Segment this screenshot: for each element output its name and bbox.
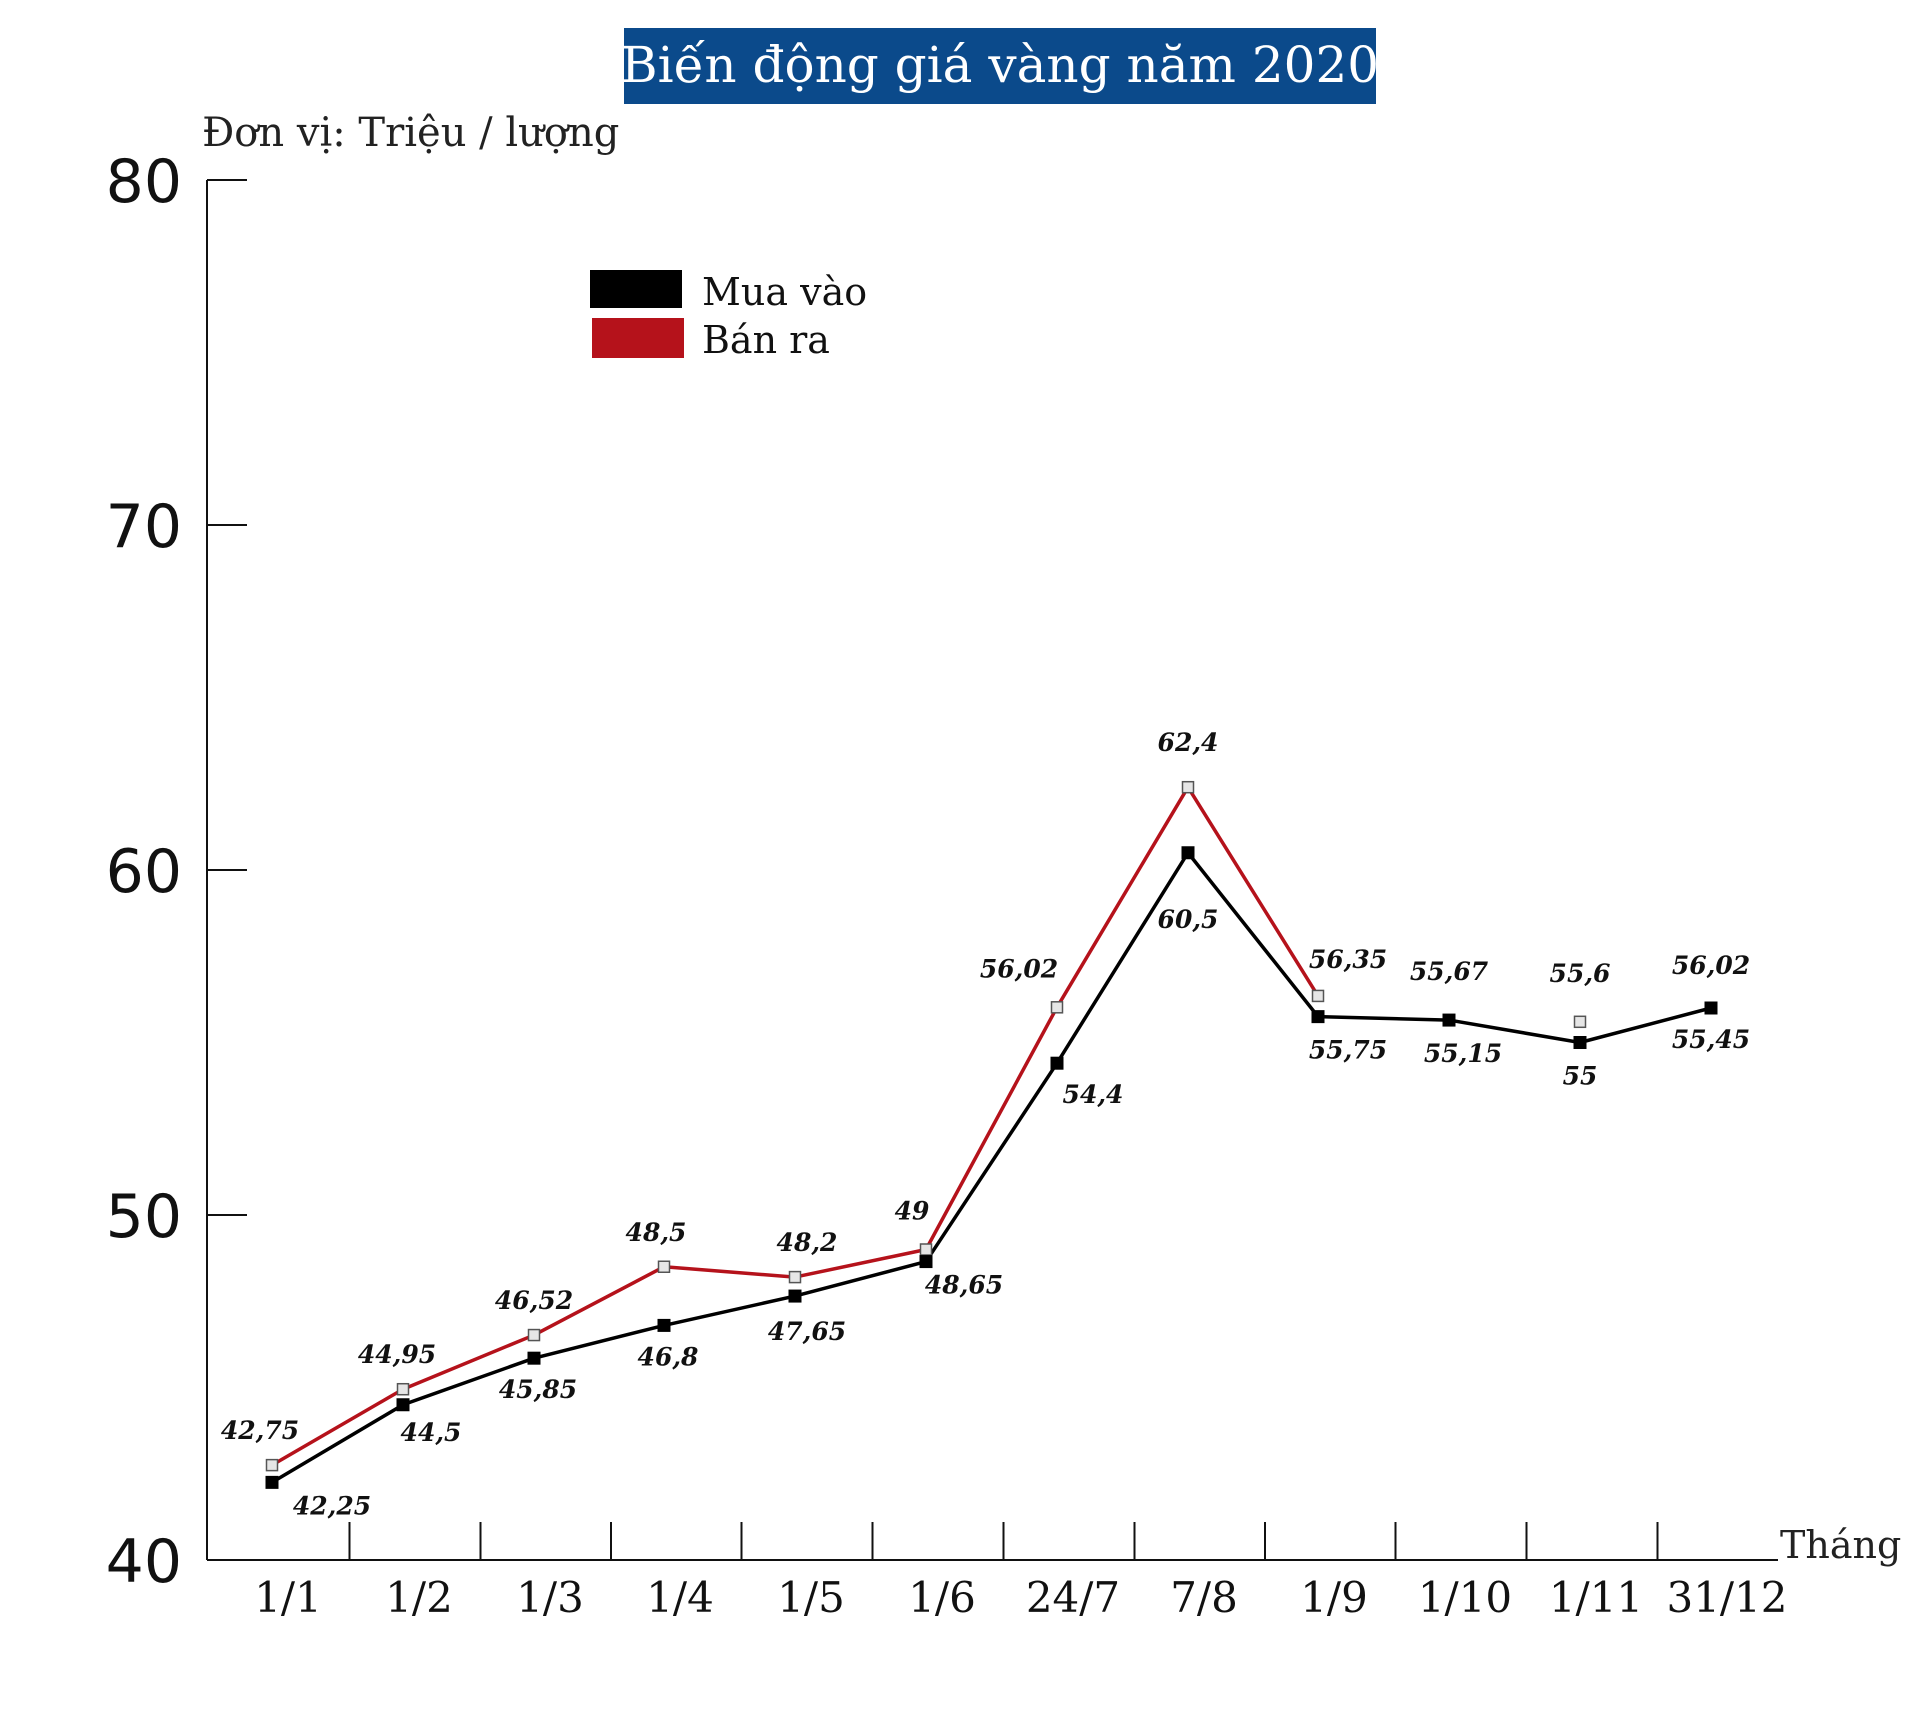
data-label-ban-ra: 44,95 bbox=[358, 1340, 436, 1369]
data-label-mua-vao: 46,8 bbox=[638, 1342, 699, 1371]
x-tick-label: 1/9 bbox=[1300, 1573, 1368, 1622]
data-label-mua-vao: 42,25 bbox=[293, 1491, 371, 1520]
x-tick-label: 1/3 bbox=[516, 1573, 584, 1622]
point-ban-ra bbox=[1311, 989, 1325, 1003]
y-ticks: 40 50 60 70 80 bbox=[106, 147, 247, 1597]
point-ban-ra bbox=[1181, 780, 1195, 794]
data-label-ban-ra: 56,02 bbox=[980, 954, 1058, 983]
data-label-ban-ra: 55,67 bbox=[1410, 957, 1489, 986]
data-labels: 42,25 44,5 45,85 46,8 47,65 48,65 54,4 60,5 55,7… bbox=[221, 728, 1750, 1520]
title-box bbox=[624, 28, 1376, 104]
data-label-mua-vao: 47,65 bbox=[768, 1317, 846, 1346]
point-mua-vao bbox=[657, 1318, 671, 1332]
data-label-ban-ra: 55,6 bbox=[1550, 959, 1611, 988]
x-axis-label: Tháng bbox=[1780, 1523, 1901, 1567]
point-mua-vao bbox=[1181, 846, 1195, 860]
series-lines bbox=[271, 785, 1712, 1484]
data-label-ban-ra: 49 bbox=[895, 1197, 930, 1226]
point-mua-vao bbox=[788, 1289, 802, 1303]
series-markers bbox=[265, 780, 1718, 1489]
point-mua-vao bbox=[527, 1351, 541, 1365]
point-ban-ra bbox=[1050, 1001, 1064, 1014]
axes bbox=[206, 180, 1778, 1561]
point-mua-vao bbox=[1311, 1010, 1325, 1024]
x-ticks: 1/1 1/2 1/3 1/4 1/5 1/6 24/7 7/8 1/9 1/10 1/11 31/1… bbox=[254, 1522, 1788, 1622]
y-tick-label: 50 bbox=[106, 1182, 182, 1252]
point-mua-vao bbox=[1704, 1001, 1718, 1015]
x-tick-label: 31/12 bbox=[1666, 1573, 1787, 1622]
data-label-mua-vao: 55 bbox=[1563, 1062, 1598, 1091]
point-ban-ra bbox=[657, 1260, 671, 1273]
data-label-mua-vao: 60,5 bbox=[1158, 905, 1219, 934]
x-tick-label: 7/8 bbox=[1170, 1573, 1238, 1622]
point-mua-vao bbox=[1573, 1036, 1587, 1049]
series-line-mua-vao bbox=[271, 851, 1712, 1484]
x-tick-label: 1/11 bbox=[1549, 1573, 1643, 1622]
data-label-mua-vao: 45,85 bbox=[499, 1375, 577, 1404]
data-label-ban-ra: 62,4 bbox=[1158, 728, 1219, 757]
y-tick-label: 40 bbox=[106, 1527, 182, 1597]
point-ban-ra bbox=[1573, 1015, 1587, 1029]
point-ban-ra bbox=[788, 1270, 802, 1284]
legend-swatch-mua-vao bbox=[590, 270, 682, 308]
x-tick-label: 1/6 bbox=[908, 1573, 976, 1622]
y-tick-label: 70 bbox=[106, 492, 182, 562]
data-label-ban-ra: 48,2 bbox=[777, 1228, 838, 1257]
point-ban-ra bbox=[265, 1458, 279, 1472]
chart-title: Biến động giá vàng năm 2020 bbox=[621, 36, 1379, 94]
data-label-mua-vao: 55,45 bbox=[1672, 1025, 1750, 1054]
point-mua-vao bbox=[396, 1398, 410, 1412]
point-mua-vao bbox=[265, 1475, 279, 1489]
x-tick-label: 24/7 bbox=[1026, 1573, 1120, 1622]
point-ban-ra bbox=[396, 1382, 410, 1396]
legend-label-mua-vao: Mua vào bbox=[702, 270, 867, 314]
point-mua-vao bbox=[1050, 1056, 1064, 1070]
y-tick-label: 60 bbox=[106, 837, 182, 907]
legend-swatch-ban-ra bbox=[592, 318, 684, 358]
legend-label-ban-ra: Bán ra bbox=[702, 318, 830, 362]
data-label-ban-ra: 46,52 bbox=[495, 1286, 573, 1315]
point-mua-vao bbox=[919, 1255, 933, 1269]
data-label-mua-vao: 48,65 bbox=[925, 1271, 1003, 1300]
data-label-mua-vao: 44,5 bbox=[401, 1418, 462, 1447]
x-tick-label: 1/1 bbox=[254, 1573, 322, 1622]
x-tick-label: 1/10 bbox=[1418, 1573, 1512, 1622]
y-axis-label: Đơn vị: Triệu / lượng bbox=[202, 110, 619, 156]
data-label-ban-ra: 42,75 bbox=[221, 1416, 299, 1445]
data-label-ban-ra: 56,35 bbox=[1309, 945, 1387, 974]
point-ban-ra bbox=[919, 1243, 933, 1256]
legend: Mua vào Bán ra bbox=[590, 270, 867, 362]
point-ban-ra bbox=[527, 1328, 541, 1342]
x-tick-label: 1/2 bbox=[385, 1573, 453, 1622]
point-mua-vao bbox=[1442, 1013, 1456, 1027]
data-label-ban-ra: 48,5 bbox=[626, 1218, 687, 1247]
y-tick-label: 80 bbox=[106, 147, 182, 217]
data-label-mua-vao: 55,15 bbox=[1424, 1039, 1502, 1068]
data-label-ban-ra: 56,02 bbox=[1672, 951, 1750, 980]
x-tick-label: 1/4 bbox=[646, 1573, 714, 1622]
data-label-mua-vao: 55,75 bbox=[1309, 1036, 1387, 1065]
x-tick-label: 1/5 bbox=[777, 1573, 845, 1622]
data-label-mua-vao: 54,4 bbox=[1063, 1080, 1124, 1109]
